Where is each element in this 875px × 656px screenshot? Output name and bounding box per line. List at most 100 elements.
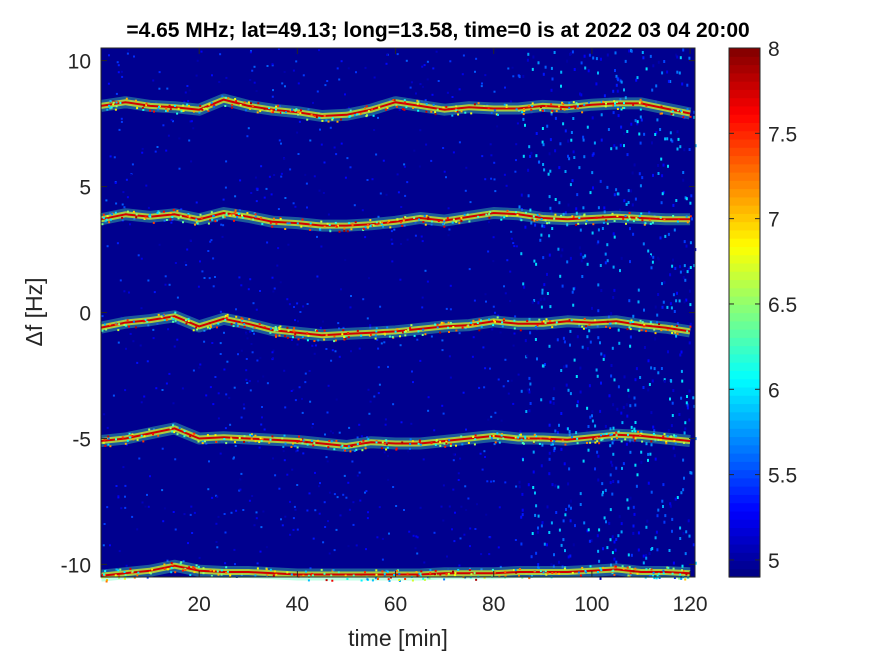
noise-speck — [306, 206, 308, 209]
trace-speck — [685, 215, 688, 218]
trace-speck — [623, 102, 625, 105]
noise-speck — [571, 433, 574, 437]
noise-speck — [611, 551, 614, 555]
noise-speck — [693, 115, 696, 119]
trace-speck — [602, 433, 605, 436]
noise-speck — [419, 359, 422, 362]
trace-speck — [207, 109, 210, 112]
trace-speck — [365, 115, 368, 118]
noise-speck — [661, 192, 664, 196]
trace-speck — [457, 113, 460, 116]
trace-speck — [214, 434, 217, 437]
noise-speck — [144, 505, 147, 508]
noise-speck — [540, 305, 543, 309]
trace-speck — [356, 329, 359, 332]
colorbar-swatch — [729, 386, 760, 396]
noise-speck — [616, 407, 619, 411]
trace-speck — [114, 211, 117, 214]
trace-speck — [639, 98, 642, 101]
noise-speck — [435, 50, 438, 53]
trace-speck — [360, 573, 363, 576]
trace-speck — [393, 99, 396, 102]
trace-speck — [493, 571, 496, 574]
noise-speck — [530, 151, 533, 155]
noise-speck — [601, 227, 604, 230]
noise-speck — [643, 132, 646, 136]
noise-speck — [531, 574, 533, 578]
noise-speck — [222, 224, 225, 227]
noise-speck — [214, 376, 217, 378]
noise-speck — [492, 236, 495, 239]
noise-speck — [129, 223, 131, 226]
trace-speck — [517, 436, 520, 439]
trace-speck — [609, 327, 611, 329]
noise-speck — [536, 327, 538, 331]
noise-speck — [568, 504, 571, 508]
noise-speck — [633, 163, 636, 167]
noise-speck — [187, 100, 190, 102]
noise-speck — [171, 219, 174, 222]
noise-speck — [355, 71, 357, 74]
trace-speck — [442, 222, 444, 225]
noise-speck — [522, 117, 525, 121]
noise-speck — [484, 367, 487, 370]
noise-speck — [544, 65, 547, 69]
noise-speck — [626, 130, 629, 133]
noise-speck — [561, 284, 564, 288]
noise-speck — [657, 257, 660, 261]
noise-speck — [295, 450, 298, 453]
noise-speck — [553, 387, 556, 391]
colorbar-swatch — [729, 72, 760, 82]
noise-speck — [621, 466, 623, 470]
noise-speck — [688, 56, 691, 60]
trace-speck — [574, 107, 577, 109]
noise-speck — [639, 376, 642, 379]
trace-speck — [496, 432, 499, 435]
colorbar-tick-label: 5.5 — [768, 465, 797, 488]
noise-speck — [280, 175, 283, 178]
noise-speck — [566, 59, 569, 63]
noise-speck — [164, 283, 167, 286]
noise-speck — [217, 392, 220, 395]
noise-speck — [663, 379, 666, 383]
noise-speck — [514, 539, 517, 541]
noise-speck — [588, 539, 591, 543]
noise-speck — [527, 168, 530, 172]
trace-speck — [447, 321, 450, 324]
noise-speck — [281, 82, 284, 85]
noise-speck — [690, 194, 693, 198]
noise-speck — [186, 85, 189, 87]
trace-speck — [600, 100, 603, 103]
noise-speck — [610, 312, 613, 316]
trace-speck — [270, 327, 272, 330]
noise-speck — [512, 242, 515, 245]
noise-speck — [519, 430, 522, 434]
trace-speck — [445, 105, 448, 108]
noise-speck — [289, 533, 292, 536]
noise-speck — [199, 260, 201, 263]
colorbar-swatch — [729, 560, 760, 570]
noise-speck — [156, 146, 159, 148]
noise-speck — [190, 505, 193, 508]
trace-speck — [622, 217, 625, 220]
noise-speck — [623, 375, 626, 379]
trace-speck — [129, 434, 132, 437]
noise-speck — [377, 366, 380, 369]
noise-speck — [507, 392, 510, 395]
noise-speck — [119, 279, 122, 282]
noise-speck — [673, 228, 676, 232]
trace-speck — [215, 219, 218, 222]
trace-speck — [614, 322, 617, 325]
noise-speck — [147, 505, 150, 508]
trace-speck — [679, 573, 682, 576]
trace-speck — [323, 114, 326, 117]
noise-speck — [629, 344, 632, 348]
trace-speck — [302, 439, 305, 442]
trace-speck — [125, 97, 128, 100]
colorbar-swatch — [729, 155, 760, 165]
noise-speck — [282, 450, 285, 453]
noise-speck — [449, 308, 452, 311]
noise-speck — [582, 135, 585, 139]
noise-speck — [211, 342, 214, 344]
trace-speck — [602, 100, 605, 103]
